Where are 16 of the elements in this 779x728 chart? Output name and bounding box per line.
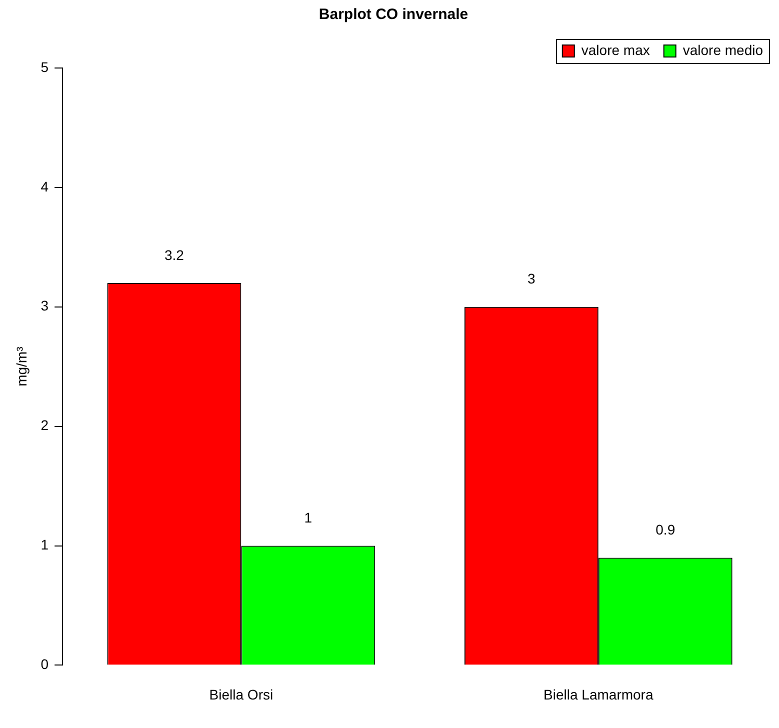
x-tick-label: Biella Orsi <box>209 686 274 702</box>
y-tick-label: 5 <box>40 58 49 75</box>
data-label: 3 <box>528 270 536 287</box>
y-tick-label: 2 <box>40 417 49 434</box>
y-tick-label: 3 <box>40 298 49 314</box>
data-label: 1 <box>304 510 312 526</box>
data-label: 3.2 <box>164 246 184 263</box>
x-tick-label: Biella Lamarmora <box>544 686 654 702</box>
legend-label: valore max <box>581 42 650 58</box>
y-tick-label: 4 <box>40 178 49 194</box>
chart-title: Barplot CO invernale <box>318 6 468 24</box>
y-tick-label: 0 <box>40 656 49 672</box>
legend-label: valore medio <box>682 42 764 58</box>
data-label: 0.9 <box>656 522 676 538</box>
y-axis-title: mg/m³ <box>13 346 30 386</box>
y-tick-label: 1 <box>40 536 49 553</box>
